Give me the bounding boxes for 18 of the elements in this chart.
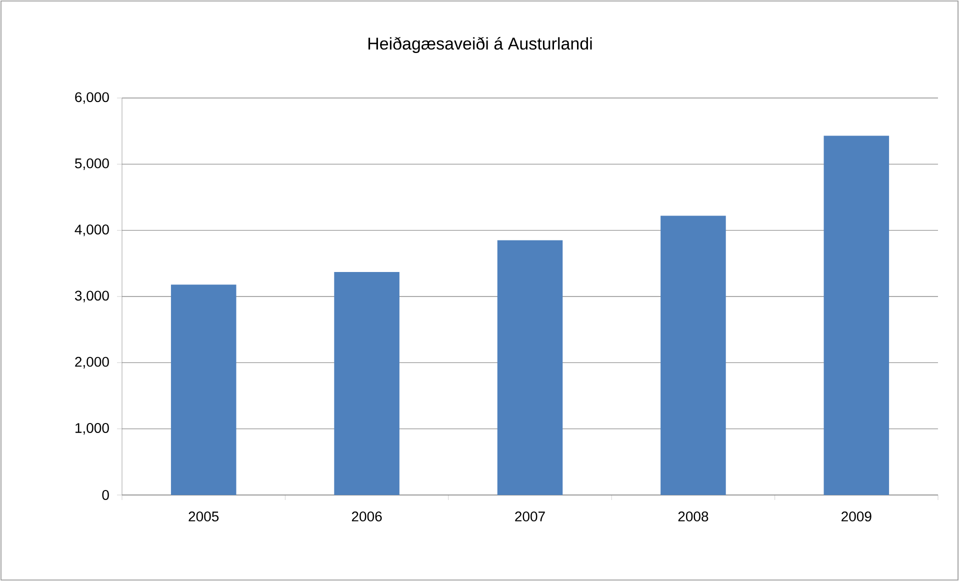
y-tick-label: 2,000 bbox=[75, 356, 109, 368]
y-tick-label: 1,000 bbox=[76, 423, 109, 435]
chart-title: Heiðagæsaveiði á Austurlandi bbox=[368, 36, 592, 54]
bar bbox=[497, 240, 563, 495]
y-tick-label: 6,000 bbox=[75, 92, 109, 104]
bar bbox=[824, 136, 890, 495]
y-tick-label: 3,000 bbox=[74, 290, 109, 302]
x-tick-label: 2008 bbox=[678, 512, 708, 522]
x-tick-label: 2009 bbox=[842, 512, 872, 522]
y-tick-label: 0 bbox=[102, 490, 109, 500]
y-tick-label: 4,000 bbox=[74, 224, 109, 236]
bar bbox=[334, 272, 400, 495]
x-tick-label: 2007 bbox=[515, 512, 545, 522]
bar bbox=[660, 216, 726, 495]
y-tick-label: 5,000 bbox=[75, 158, 109, 170]
bar bbox=[170, 284, 236, 495]
x-tick-label: 2005 bbox=[188, 512, 219, 522]
x-tick-label: 2006 bbox=[352, 512, 382, 522]
